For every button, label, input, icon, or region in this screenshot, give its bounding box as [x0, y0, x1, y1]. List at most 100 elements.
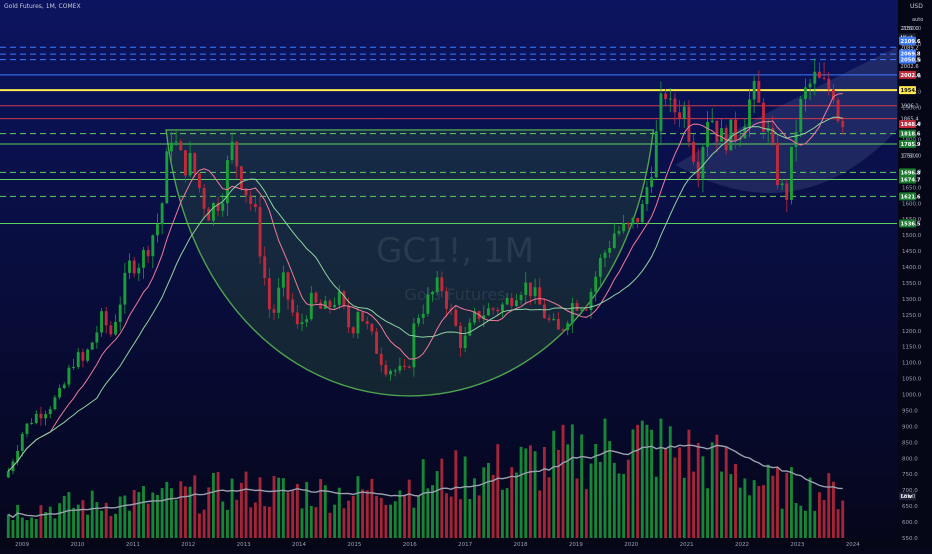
price-label[interactable]: 1674.7	[899, 175, 921, 184]
candle-body	[580, 309, 584, 311]
volume-bar	[463, 456, 467, 538]
price-label-text: 1848.4	[901, 122, 921, 128]
price-label[interactable]: 2089.2	[901, 45, 919, 51]
price-label[interactable]: 2050.5	[899, 55, 921, 64]
candle-body	[309, 292, 313, 320]
candle-body	[123, 272, 127, 305]
price-label-text: 1750.0	[901, 153, 919, 159]
price-label[interactable]: 1750.0	[901, 153, 919, 159]
candle-body	[720, 128, 723, 142]
price-label[interactable]: 1906.1	[901, 104, 919, 110]
volume-bar	[426, 488, 430, 538]
candle-body	[16, 450, 20, 462]
volume-bar	[128, 510, 131, 538]
candle-body	[785, 183, 789, 200]
candle	[370, 322, 374, 336]
candle	[39, 406, 43, 426]
candle-body	[808, 83, 812, 88]
y-tick-label: 850.0	[902, 440, 918, 446]
candle	[608, 240, 612, 258]
volume-bar	[86, 514, 89, 538]
candle-body	[724, 128, 728, 151]
volume-bar	[510, 467, 514, 538]
candle-body	[528, 282, 532, 297]
auto-scale-button[interactable]: auto	[912, 17, 924, 23]
volume-bar	[803, 510, 807, 538]
candle-body	[351, 327, 355, 334]
candle	[151, 234, 155, 269]
candle-body	[817, 71, 821, 78]
volume-bar	[538, 490, 542, 538]
price-label[interactable]: 1865.4	[901, 117, 920, 123]
price-label-bg	[899, 36, 916, 45]
volume-bar	[710, 442, 714, 538]
y-tick-label: 550.0	[902, 536, 918, 542]
price-label[interactable]: 1818.6	[899, 129, 921, 138]
volume-bar	[673, 457, 677, 538]
price-label-text: 2069.8	[901, 52, 921, 58]
volume-bar	[104, 502, 108, 538]
candle-body	[426, 294, 430, 314]
price-label[interactable]: 1848.4	[899, 120, 921, 129]
volume-bar	[62, 495, 66, 538]
candle-body	[603, 252, 607, 259]
candle-body	[664, 93, 668, 100]
price-label[interactable]: 1696.8	[899, 168, 921, 177]
candle	[542, 298, 546, 319]
candle-body	[468, 322, 472, 336]
price-label[interactable]: 2002.6	[899, 70, 921, 79]
candle	[403, 358, 406, 371]
currency-label[interactable]: USD	[910, 3, 923, 10]
candle	[831, 83, 835, 104]
price-label-bg	[899, 492, 916, 501]
price-label-text: 2002.6	[901, 73, 921, 79]
symbol-header[interactable]: Gold Futures, 1M, COMEX	[4, 3, 81, 10]
candle-body	[482, 315, 486, 319]
price-label[interactable]: 1785.9	[899, 140, 921, 149]
volume-bar	[393, 501, 397, 538]
y-tick-label: 1200.0	[902, 329, 922, 335]
candle-body	[342, 291, 346, 307]
volume-bar	[682, 477, 686, 538]
price-axis[interactable]	[898, 0, 932, 550]
volume-bar	[118, 496, 122, 538]
price-label[interactable]: 2002.6	[901, 64, 919, 70]
candle-body	[412, 323, 416, 368]
volume-bar	[277, 477, 281, 538]
y-tick-label: 1050.0	[902, 377, 922, 383]
volume-bar	[72, 507, 76, 538]
candle-body	[780, 183, 784, 186]
price-label[interactable]: 1621.6	[899, 192, 921, 201]
volume-bar	[706, 488, 709, 538]
volume-bar	[100, 510, 103, 538]
price-label-text: 1785.9	[901, 142, 921, 148]
volume-bar	[468, 499, 472, 538]
price-label[interactable]: 1536.5	[899, 219, 921, 228]
candle-body	[748, 99, 751, 127]
candle-body	[682, 106, 686, 119]
time-axis[interactable]	[0, 538, 898, 550]
price-label[interactable]: 681.0	[901, 494, 916, 500]
volume-bar	[752, 480, 756, 538]
y-tick-label: 1350.0	[902, 281, 922, 287]
candle-body	[286, 272, 290, 300]
volume-bar	[170, 488, 173, 538]
candle-body	[803, 87, 807, 99]
volume-bar	[552, 430, 556, 538]
price-label[interactable]: Low	[899, 492, 916, 501]
price-label[interactable]: 2109.6	[899, 36, 921, 45]
price-label[interactable]: 2069.8	[899, 49, 921, 58]
y-tick-label: 700.0	[902, 488, 918, 494]
price-label-text: 1818.6	[901, 132, 921, 138]
candle	[253, 197, 257, 213]
price-label[interactable]: 1954.8	[899, 86, 921, 95]
volume-bar	[790, 467, 793, 538]
candle	[16, 445, 20, 466]
candle	[603, 249, 607, 268]
price-label[interactable]: 2150.0	[901, 26, 919, 32]
candle-body	[757, 80, 761, 103]
candle	[109, 321, 113, 337]
candle-body	[95, 332, 99, 343]
